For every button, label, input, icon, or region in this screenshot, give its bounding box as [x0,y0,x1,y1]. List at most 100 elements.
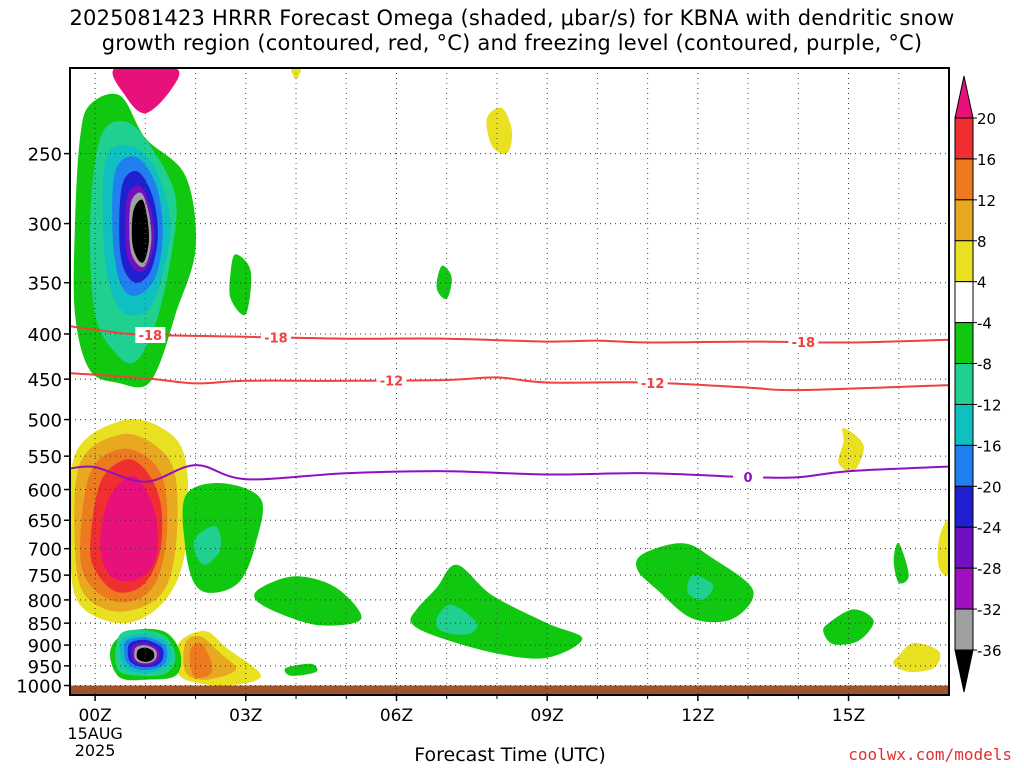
omega-contour--36-0 [131,199,149,263]
y-tick-label-850: 850 [28,614,62,635]
omega-contour--36-1 [136,647,155,662]
x-tick-label-09Z: 09Z [531,706,564,726]
y-tick-label-450: 450 [28,370,62,391]
x-tick-label-12Z: 12Z [681,706,714,726]
contour-label-bg--18-1 [260,329,291,346]
y-tick-label-700: 700 [28,540,62,561]
chart-title: 2025081423 HRRR Forecast Omega (shaded, … [0,6,1024,56]
colorbar-bottom-arrow [954,649,974,693]
x-axis-label: Forecast Time (UTC) [414,744,606,766]
colorbar-segment-2 [954,199,974,242]
omega-contour--8-2 [436,604,478,635]
y-tick-label-1000: 1000 [16,677,62,698]
colorbar-segment-5 [954,322,974,365]
colorbar-segment-12 [954,608,974,651]
colorbar-segment-8 [954,444,974,487]
colorbar-top-arrow [954,75,974,119]
x-tick-label-00Z: 00Z [78,706,111,726]
chart-title-line-2: growth region (contoured, red, °C) and f… [101,31,923,55]
colorbar-label--4: -4 [977,315,992,333]
contour-label-bg--18-0 [135,327,166,344]
contour-lines: -18 -18 -18 -12 -12 0 [70,325,949,486]
omega-contour--8-1 [193,525,222,565]
omega-shading [70,68,949,686]
colorbar-label-8: 8 [977,233,987,251]
colorbar-label--32: -32 [977,601,1002,619]
contour-label-bg-0-0 [733,469,764,486]
omega-contour--8-3 [687,574,714,601]
omega-contour--4-2 [436,265,452,300]
contour-label--12-1: -12 [641,377,665,392]
colorbar-label-16: 16 [977,151,996,169]
y-tick-label-800: 800 [28,591,62,612]
y-tick-label-250: 250 [28,145,62,166]
colorbar-label--36: -36 [977,642,1002,660]
colorbar-segment-7 [954,403,974,446]
omega-contour--4-4 [254,576,362,626]
colorbar-segment-3 [954,240,974,283]
chart-title-line-1: 2025081423 HRRR Forecast Omega (shaded, … [69,6,955,30]
credit-text[interactable]: coolwx.com/models [848,745,1012,764]
omega-contour--4-9 [893,542,909,584]
contour-line--12 [70,372,949,392]
y-tick-label-600: 600 [28,481,62,502]
colorbar-segment-9 [954,485,974,528]
x-tick-label-03Z: 03Z [229,706,262,726]
y-tick-label-950: 950 [28,657,62,678]
omega-contour--4-6 [410,564,583,659]
colorbar-label--28: -28 [977,560,1002,578]
omega-contour-4-4 [937,519,949,576]
omega-contour-20-1 [112,68,180,114]
colorbar-segment-11 [954,567,974,610]
y-tick-label-900: 900 [28,636,62,657]
y-tick-label-300: 300 [28,215,62,236]
colorbar-label-12: 12 [977,192,996,210]
contour-label-bg--18-2 [788,334,819,351]
contour-label--18-2: -18 [792,336,816,351]
colorbar-label-20: 20 [977,110,996,128]
y-tick-label-650: 650 [28,511,62,532]
y-tick-label-350: 350 [28,274,62,295]
contour-label--12-0: -12 [380,374,404,389]
omega-contour--4-8 [823,609,874,645]
x-date-line-1: 2025 [75,741,116,760]
x-date-line-0: 15AUG [67,724,122,743]
colorbar-segment-4 [954,281,974,324]
colorbar-label--24: -24 [977,519,1002,537]
axes: 2503003504004505005506006507007508008509… [16,67,950,760]
omega-contour--4-1 [229,254,252,316]
y-tick-label-400: 400 [28,325,62,346]
colorbar: 20 16 12 8 4 -4 -8 -12 -16 -20 -24 -28 -32 -36 [954,75,1002,693]
contour-label-bg--12-1 [637,374,668,391]
contour-label--18-0: -18 [139,329,163,344]
contour-label-0-0: 0 [744,471,753,486]
ground-layer [70,685,949,695]
contour-line-0 [70,464,949,483]
colorbar-segment-6 [954,363,974,405]
colorbar-segment-1 [954,158,974,201]
omega-contour--4-3 [182,483,264,593]
omega-contour-4-2 [486,107,513,155]
colorbar-segment-10 [954,526,974,569]
colorbar-label--12: -12 [977,396,1002,414]
colorbar-label--8: -8 [977,356,992,374]
colorbar-label--16: -16 [977,437,1002,455]
omega-contour--4-5 [284,663,318,676]
grid-lines [70,68,949,695]
colorbar-segment-0 [954,117,974,160]
x-tick-label-06Z: 06Z [380,706,413,726]
y-tick-label-500: 500 [28,411,62,432]
colorbar-label-4: 4 [977,274,987,292]
omega-contour-4-5 [893,642,941,673]
omega-contour-12-0 [189,642,213,679]
x-tick-label-15Z: 15Z [832,706,865,726]
y-tick-label-750: 750 [28,566,62,587]
omega-contour-20-0 [100,475,158,582]
ground-fill [70,685,949,695]
y-tick-label-550: 550 [28,447,62,468]
plot-frame [69,67,950,696]
contour-label-bg--12-0 [376,372,407,389]
contour-label--18-1: -18 [264,331,288,346]
colorbar-label--20: -20 [977,478,1002,496]
